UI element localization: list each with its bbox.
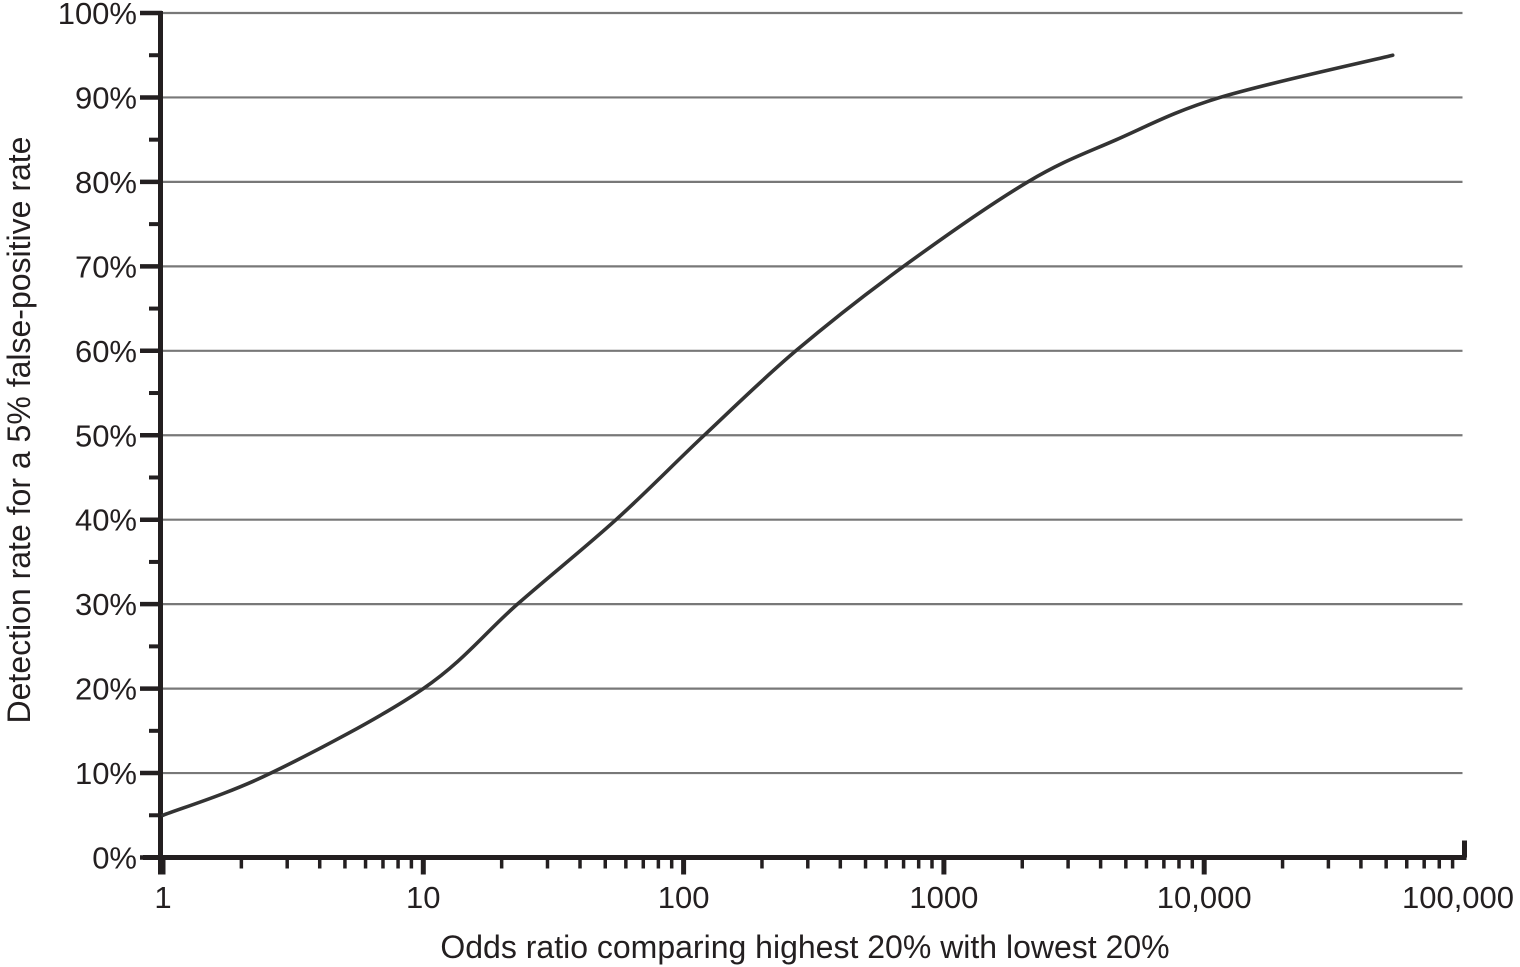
y-tick-label: 50% [75, 418, 137, 453]
y-tick-label: 80% [75, 165, 137, 200]
y-tick-label: 0% [92, 841, 137, 876]
y-tick-label: 40% [75, 503, 137, 538]
x-tick-label: 100,000 [1402, 880, 1514, 915]
detection-rate-curve [161, 53, 1395, 818]
x-tick-label: 10 [406, 880, 440, 915]
x-axis-title: Odds ratio comparing highest 20% with lo… [440, 929, 1169, 965]
y-tick-label: 10% [75, 756, 137, 791]
axes-layer [140, 10, 1467, 875]
y-tick-label: 100% [58, 0, 137, 31]
x-tick-label: 1 [154, 880, 171, 915]
x-tick-label: 1000 [909, 880, 978, 915]
y-tick-label: 70% [75, 249, 137, 284]
y-axis-title: Detection rate for a 5% false-positive r… [1, 137, 37, 724]
tick-labels-layer: 0% 10% 20% 30% 40% 50% 60% 70% 80% 90% 100% 1 10 100 1… [58, 0, 1514, 915]
y-tick-label: 20% [75, 672, 137, 707]
y-tick-label: 60% [75, 334, 137, 369]
y-tick-label: 90% [75, 80, 137, 115]
series-layer [161, 53, 1395, 818]
x-tick-label: 10,000 [1157, 880, 1252, 915]
gridlines-layer [163, 11, 1463, 775]
x-tick-label: 100 [658, 880, 710, 915]
y-tick-label: 30% [75, 587, 137, 622]
